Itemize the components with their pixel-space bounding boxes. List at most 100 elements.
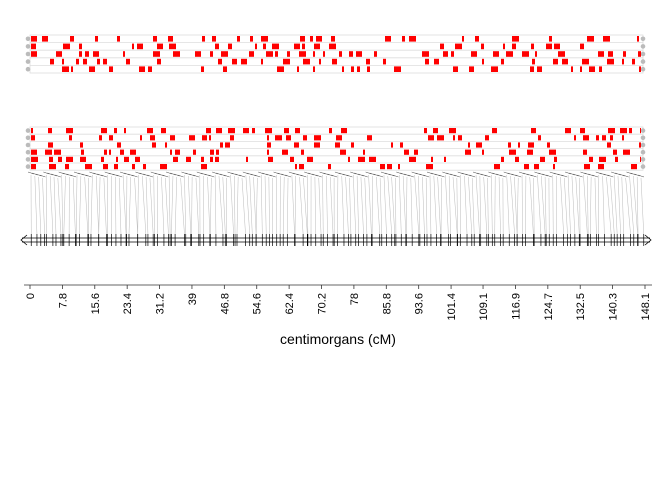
x-tick-label: 70.2 bbox=[317, 293, 329, 314]
genotype-cell bbox=[267, 142, 271, 147]
marker-link bbox=[411, 178, 412, 234]
marker-link bbox=[453, 177, 457, 234]
marker-link bbox=[210, 178, 211, 234]
marker-link bbox=[142, 176, 146, 234]
marker-link bbox=[380, 178, 382, 234]
row-handle-left bbox=[26, 143, 31, 148]
marker-label bbox=[266, 174, 272, 176]
marker-label bbox=[603, 174, 609, 176]
genotype-cell bbox=[48, 142, 53, 147]
genotype-cell bbox=[137, 44, 143, 50]
marker-label bbox=[51, 174, 57, 176]
chromosome-end-right bbox=[645, 235, 651, 245]
marker-link bbox=[541, 176, 545, 234]
marker-link bbox=[434, 176, 437, 234]
genotype-cell bbox=[93, 51, 99, 57]
genotype-cell bbox=[313, 66, 315, 72]
marker-label bbox=[473, 172, 479, 174]
marker-link bbox=[295, 176, 296, 234]
genotype-cell bbox=[554, 157, 557, 162]
genotype-cell bbox=[453, 135, 455, 140]
marker-link bbox=[353, 175, 355, 234]
marker-label bbox=[385, 173, 391, 175]
marker-label bbox=[377, 175, 383, 177]
genotype-cell bbox=[79, 44, 82, 50]
genotype-cell bbox=[195, 51, 201, 57]
marker-label bbox=[389, 174, 395, 176]
genotype-cell bbox=[524, 164, 529, 169]
genotype-cell bbox=[437, 135, 444, 140]
x-tick-label: 85.8 bbox=[381, 293, 393, 314]
marker-link bbox=[169, 175, 170, 234]
genotype-cell bbox=[71, 66, 73, 72]
genotype-cell bbox=[482, 150, 484, 155]
genotype-cell bbox=[266, 51, 273, 57]
genotype-cell bbox=[120, 150, 124, 155]
genotype-cell bbox=[608, 51, 613, 57]
genotype-cell bbox=[58, 157, 62, 162]
x-tick-label: 132.5 bbox=[575, 293, 587, 321]
genotype-cell bbox=[31, 164, 36, 169]
marker-link bbox=[622, 177, 624, 234]
marker-label bbox=[120, 172, 126, 174]
marker-label bbox=[577, 175, 583, 177]
genotype-cell bbox=[81, 150, 84, 155]
marker-label bbox=[212, 172, 218, 174]
marker-label bbox=[496, 174, 502, 176]
marker-link bbox=[357, 176, 359, 234]
marker-label bbox=[47, 173, 53, 175]
genotype-cell bbox=[215, 44, 219, 50]
marker-link bbox=[406, 177, 407, 234]
genotype-cell bbox=[80, 157, 86, 162]
genotype-cell bbox=[116, 157, 118, 162]
marker-label bbox=[481, 174, 487, 176]
genotype-cell bbox=[147, 128, 153, 133]
genotype-cell bbox=[476, 142, 482, 147]
marker-link bbox=[641, 178, 644, 234]
marker-link bbox=[514, 177, 517, 234]
row-handle-left bbox=[26, 37, 31, 42]
genotype-cell bbox=[314, 44, 320, 50]
genotype-cell bbox=[83, 59, 87, 65]
genotype-cell bbox=[62, 66, 69, 72]
genotype-cell bbox=[582, 59, 589, 65]
marker-label bbox=[193, 175, 199, 177]
genotype-cell bbox=[583, 135, 589, 140]
marker-link bbox=[115, 177, 116, 234]
marker-label bbox=[335, 172, 341, 174]
marker-link bbox=[62, 175, 63, 234]
marker-label bbox=[343, 174, 349, 176]
genotype-cell bbox=[339, 51, 342, 57]
genotype-cell bbox=[580, 128, 585, 133]
genotype-cell bbox=[398, 164, 400, 169]
genotype-panel-2 bbox=[26, 127, 646, 170]
genotype-cell bbox=[622, 59, 624, 65]
marker-label bbox=[101, 175, 107, 177]
marker-label bbox=[320, 172, 326, 174]
marker-label bbox=[158, 174, 164, 176]
marker-link bbox=[237, 177, 238, 234]
x-tick-label: 46.8 bbox=[219, 293, 231, 314]
marker-label bbox=[477, 173, 483, 175]
genotype-cell bbox=[451, 51, 454, 57]
genotype-cell bbox=[126, 59, 130, 65]
genotype-cell bbox=[225, 142, 230, 147]
marker-link bbox=[64, 176, 66, 234]
genotype-cell bbox=[153, 36, 157, 42]
genotype-cell bbox=[640, 157, 641, 162]
marker-link bbox=[256, 178, 257, 234]
marker-label bbox=[201, 173, 207, 175]
genotype-cell bbox=[394, 66, 401, 72]
genotype-cell bbox=[534, 164, 539, 169]
marker-link bbox=[287, 178, 288, 234]
genotype-cell bbox=[468, 142, 470, 147]
marker-label bbox=[300, 175, 306, 177]
marker-label bbox=[542, 174, 548, 176]
genotype-cell bbox=[323, 51, 325, 57]
genotype-cell bbox=[531, 128, 536, 133]
marker-link bbox=[430, 175, 431, 234]
genotype-cell bbox=[503, 44, 505, 50]
genotype-cell bbox=[383, 59, 386, 65]
genotype-cell bbox=[580, 66, 582, 72]
